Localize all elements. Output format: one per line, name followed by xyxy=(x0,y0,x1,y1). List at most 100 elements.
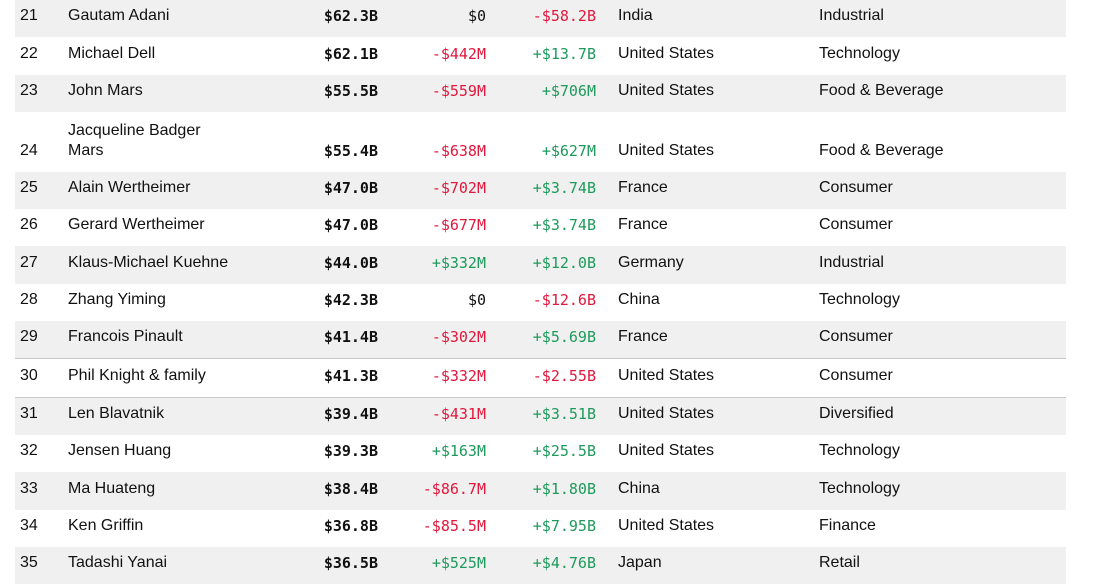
table-row[interactable]: 27 Klaus-Michael Kuehne $44.0B +$332M +$… xyxy=(15,246,1066,284)
name-cell[interactable]: Michael Dell xyxy=(68,44,156,62)
table-row[interactable]: 31 Len Blavatnik $39.4B -$431M +$3.51B U… xyxy=(15,396,1066,435)
country-cell: United States xyxy=(618,141,715,159)
industry-cell: Consumer xyxy=(819,179,893,197)
ytd-change-cell: -$2.55B xyxy=(532,366,596,385)
ytd-change-cell: +$627M xyxy=(541,141,596,160)
last-change-cell: -$85.5M xyxy=(422,516,486,535)
table-row[interactable]: 29 Francois Pinault $41.4B -$302M +$5.69… xyxy=(15,321,1066,359)
name-cell[interactable]: Alain Wertheimer xyxy=(68,179,191,197)
name-cell[interactable]: Ken Griffin xyxy=(68,516,144,534)
industry-cell: Diversified xyxy=(819,404,894,422)
rank-cell: 22 xyxy=(20,44,38,62)
ytd-change-cell: +$3.74B xyxy=(532,179,596,198)
ytd-change-cell: +$13.7B xyxy=(532,44,596,63)
industry-cell: Consumer xyxy=(819,366,893,384)
table-row[interactable]: 30 Phil Knight & family $41.3B -$332M -$… xyxy=(15,358,1066,396)
table-row[interactable]: 35 Tadashi Yanai $36.5B +$525M +$4.76B J… xyxy=(15,546,1066,584)
country-cell: Japan xyxy=(618,554,662,572)
industry-cell: Technology xyxy=(819,479,900,497)
table-row[interactable]: 25 Alain Wertheimer $47.0B -$702M +$3.74… xyxy=(15,171,1066,210)
ytd-change-cell: +$7.95B xyxy=(532,516,596,535)
industry-cell: Retail xyxy=(819,554,860,572)
rank-cell: 33 xyxy=(20,479,38,497)
industry-cell: Finance xyxy=(819,516,876,534)
name-cell[interactable]: Phil Knight & family xyxy=(68,366,206,384)
last-change-cell: -$442M xyxy=(431,44,486,63)
net-worth-cell: $55.4B xyxy=(323,141,378,160)
ytd-change-cell: +$12.0B xyxy=(532,253,596,272)
name-cell[interactable]: Gerard Wertheimer xyxy=(68,216,205,234)
net-worth-cell: $47.0B xyxy=(323,216,378,235)
industry-cell: Food & Beverage xyxy=(819,141,944,159)
rank-cell: 21 xyxy=(20,7,38,25)
table-row[interactable]: 21 Gautam Adani $62.3B $0 -$58.2B India … xyxy=(15,0,1066,38)
name-cell[interactable]: Jacqueline Badger Mars xyxy=(68,121,201,159)
name-cell[interactable]: Tadashi Yanai xyxy=(68,554,168,572)
net-worth-cell: $41.4B xyxy=(323,328,378,347)
table-row[interactable]: 33 Ma Huateng $38.4B -$86.7M +$1.80B Chi… xyxy=(15,472,1066,510)
country-cell: United States xyxy=(618,81,715,99)
industry-cell: Industrial xyxy=(819,253,884,271)
rank-cell: 32 xyxy=(20,442,38,460)
rank-cell: 34 xyxy=(20,516,38,534)
table-row[interactable]: 22 Michael Dell $62.1B -$442M +$13.7B Un… xyxy=(15,37,1066,74)
last-change-cell: -$431M xyxy=(431,404,486,423)
net-worth-cell: $38.4B xyxy=(323,479,378,498)
net-worth-cell: $62.3B xyxy=(323,7,378,26)
industry-cell: Industrial xyxy=(819,7,884,25)
country-cell: United States xyxy=(618,404,715,422)
country-cell: United States xyxy=(618,442,715,460)
country-cell: France xyxy=(618,179,668,197)
last-change-cell: $0 xyxy=(467,7,486,26)
last-change-cell: +$332M xyxy=(431,253,486,272)
ytd-change-cell: +$3.74B xyxy=(532,216,596,235)
last-change-cell: -$332M xyxy=(431,366,486,385)
table-row[interactable]: 26 Gerard Wertheimer $47.0B -$677M +$3.7… xyxy=(15,209,1066,246)
net-worth-cell: $44.0B xyxy=(323,253,378,272)
net-worth-cell: $39.3B xyxy=(323,442,378,461)
name-cell[interactable]: Len Blavatnik xyxy=(68,404,165,422)
net-worth-cell: $47.0B xyxy=(323,179,378,198)
last-change-cell: -$86.7M xyxy=(422,479,486,498)
table-row[interactable]: 28 Zhang Yiming $42.3B $0 -$12.6B China … xyxy=(15,284,1066,321)
table-row[interactable]: 34 Ken Griffin $36.8B -$85.5M +$7.95B Un… xyxy=(15,510,1066,547)
net-worth-cell: $62.1B xyxy=(323,44,378,63)
country-cell: United States xyxy=(618,366,715,384)
last-change-cell: +$163M xyxy=(431,442,486,461)
name-cell[interactable]: Klaus-Michael Kuehne xyxy=(68,253,229,271)
name-cell[interactable]: John Mars xyxy=(68,81,143,99)
rank-cell: 28 xyxy=(20,291,38,309)
net-worth-cell: $36.5B xyxy=(323,554,378,573)
table-row[interactable]: 32 Jensen Huang $39.3B +$163M +$25.5B Un… xyxy=(15,435,1066,472)
ytd-change-cell: +$5.69B xyxy=(532,328,596,347)
country-cell: France xyxy=(618,328,668,346)
industry-cell: Technology xyxy=(819,442,900,460)
ytd-change-cell: +$706M xyxy=(541,81,596,100)
rank-cell: 24 xyxy=(20,141,38,159)
last-change-cell: +$525M xyxy=(431,554,486,573)
industry-cell: Technology xyxy=(819,291,900,309)
net-worth-cell: $39.4B xyxy=(323,404,378,423)
net-worth-cell: $42.3B xyxy=(323,291,378,310)
name-cell[interactable]: Francois Pinault xyxy=(68,328,183,346)
country-cell: China xyxy=(618,479,660,497)
rank-cell: 29 xyxy=(20,328,38,346)
table-row[interactable]: 23 John Mars $55.5B -$559M +$706M United… xyxy=(15,74,1066,112)
last-change-cell: -$559M xyxy=(431,81,486,100)
ytd-change-cell: +$3.51B xyxy=(532,404,596,423)
industry-cell: Consumer xyxy=(819,216,893,234)
ytd-change-cell: +$1.80B xyxy=(532,479,596,498)
name-cell[interactable]: Zhang Yiming xyxy=(68,291,166,309)
country-cell: India xyxy=(618,7,653,25)
name-cell[interactable]: Ma Huateng xyxy=(68,479,156,497)
country-cell: United States xyxy=(618,516,715,534)
country-cell: France xyxy=(618,216,668,234)
industry-cell: Food & Beverage xyxy=(819,81,944,99)
table-row[interactable]: 24 Jacqueline Badger Mars $55.4B -$638M … xyxy=(15,112,1066,172)
ytd-change-cell: +$4.76B xyxy=(532,554,596,573)
rank-cell: 30 xyxy=(20,366,38,384)
name-cell[interactable]: Jensen Huang xyxy=(68,442,172,460)
net-worth-cell: $36.8B xyxy=(323,516,378,535)
billionaires-table: 21 Gautam Adani $62.3B $0 -$58.2B India … xyxy=(15,0,1066,584)
name-cell[interactable]: Gautam Adani xyxy=(68,7,170,25)
